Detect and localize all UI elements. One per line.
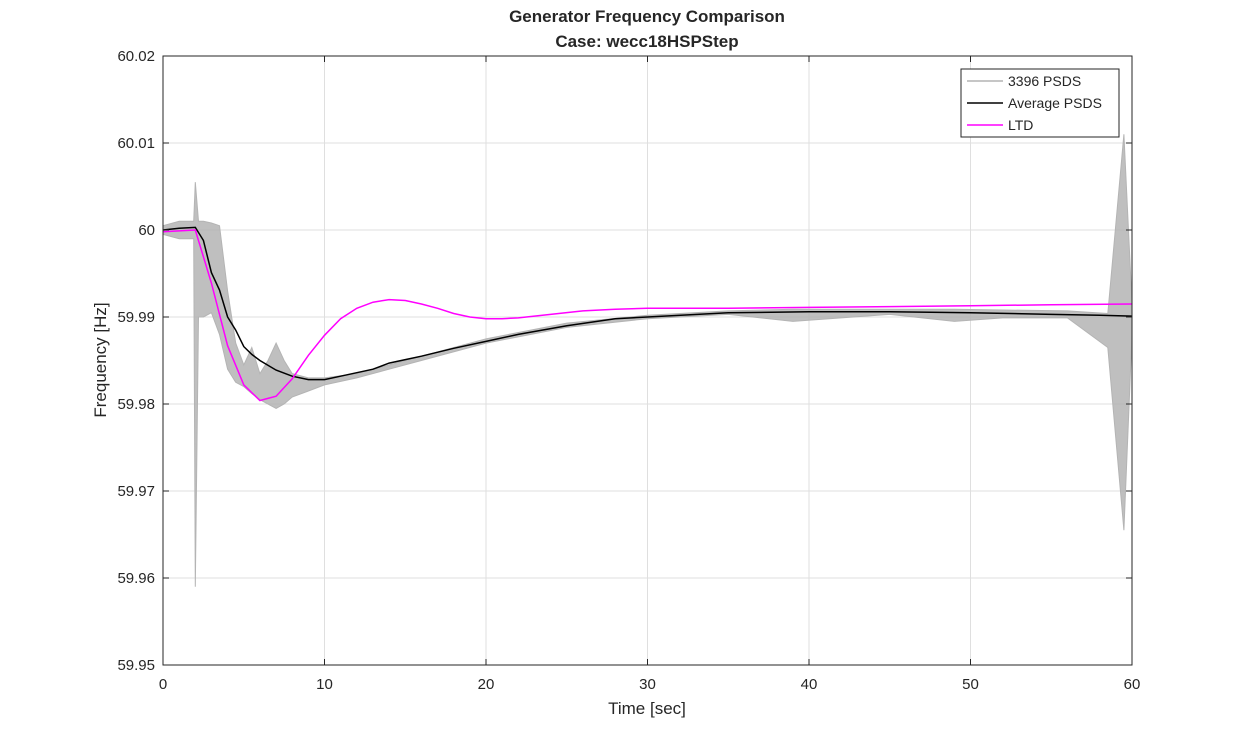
y-tick-label: 59.95: [117, 657, 155, 674]
x-axis-label: Time [sec]: [608, 699, 686, 718]
y-axis-label: Frequency [Hz]: [91, 302, 110, 417]
y-tick-label: 59.98: [117, 396, 155, 413]
y-tick-label: 59.99: [117, 309, 155, 326]
y-tick-label: 60: [138, 222, 155, 239]
axis-ticks: 0 10 20 30 40 50 60 59.95 59.96 59.97 59.98 59.99 60…: [117, 48, 1140, 693]
legend-label-ltd: LTD: [1008, 117, 1033, 133]
series-ltd-line: [162, 229, 1133, 402]
y-tick-label: 60.01: [117, 135, 155, 152]
x-tick-label: 20: [478, 676, 495, 693]
chart-subtitle: Case: wecc18HSPStep: [555, 32, 738, 51]
x-tick-label: 30: [639, 676, 656, 693]
chart-title: Generator Frequency Comparison: [509, 7, 785, 26]
legend-label-3396-psds: 3396 PSDS: [1008, 73, 1081, 89]
grid: [163, 56, 1132, 665]
x-tick-label: 10: [316, 676, 333, 693]
x-tick-label: 50: [962, 676, 979, 693]
x-tick-label: 60: [1124, 676, 1141, 693]
y-tick-label: 60.02: [117, 48, 155, 65]
series-average-psds-line: [162, 226, 1133, 381]
y-tick-label: 59.96: [117, 570, 155, 587]
legend: 3396 PSDS Average PSDS LTD: [960, 68, 1120, 138]
legend-label-average-psds: Average PSDS: [1008, 95, 1102, 111]
x-tick-label: 40: [801, 676, 818, 693]
y-tick-label: 59.97: [117, 483, 155, 500]
x-tick-label: 0: [159, 676, 167, 693]
